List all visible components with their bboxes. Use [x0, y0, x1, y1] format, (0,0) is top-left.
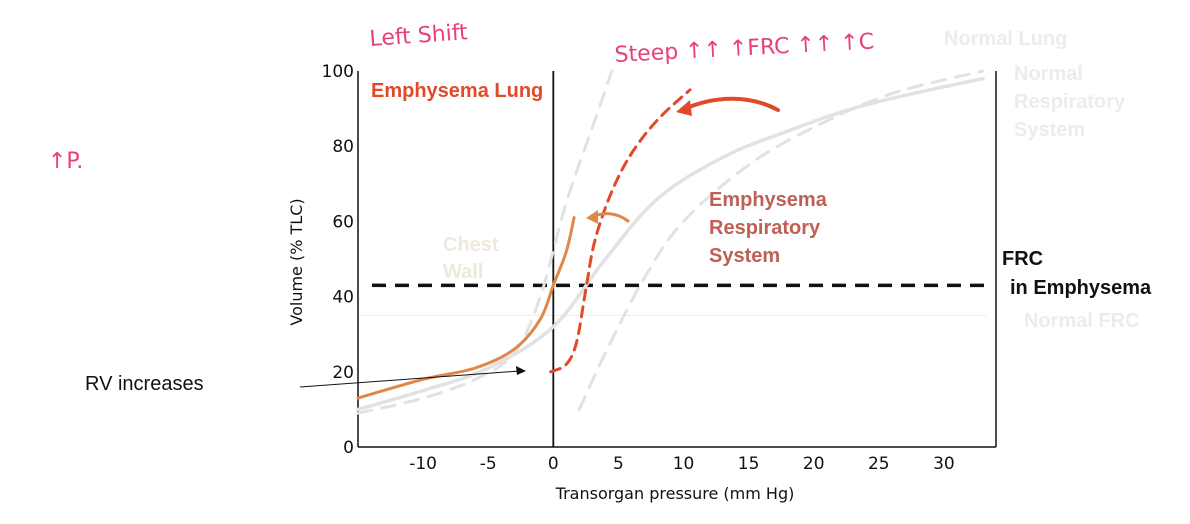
normal-frc-label: Normal FRC — [1024, 310, 1140, 332]
rv-arrow-head — [516, 366, 526, 375]
y-tick-label: 0 — [343, 438, 354, 458]
emphysema-system-label-3: System — [709, 245, 780, 267]
y-tick-label: 60 — [332, 212, 354, 232]
x-axis-label: Transorgan pressure (mm Hg) — [555, 484, 795, 503]
x-tick-label: 30 — [933, 454, 955, 474]
y-tick-label: 20 — [332, 363, 354, 383]
series-layer — [356, 69, 985, 415]
y-tick-label: 40 — [332, 288, 354, 308]
arrow-layer — [299, 96, 780, 388]
emphysema-system-label-2: Respiratory — [709, 217, 821, 239]
axis-layer: 0 20 40 60 80 100 -10 -5 0 5 10 15 20 25 30 — [322, 62, 997, 474]
rv-arrow-line — [299, 370, 521, 388]
x-tick-label: 10 — [673, 454, 695, 474]
frc-label-1: FRC — [1002, 248, 1043, 270]
y-axis-label: Volume (% TLC) — [287, 198, 306, 325]
rv-increases-label: RV increases — [85, 373, 204, 395]
side-note: ↑P. — [48, 149, 83, 174]
steep-note: Steep ↑↑ ↑FRC ↑↑ ↑C — [614, 29, 875, 68]
series-line — [356, 69, 614, 415]
x-tick-label: 25 — [868, 454, 890, 474]
frc-label-2: in Emphysema — [1010, 277, 1152, 299]
y-tick-label: 80 — [332, 137, 354, 157]
x-tick-label: -5 — [480, 454, 497, 474]
chest-wall-label-1: Chest — [443, 234, 499, 256]
chart-title: Emphysema Lung — [371, 80, 543, 102]
series-line — [356, 216, 576, 400]
normal-lung-label: Normal Lung — [944, 28, 1067, 50]
x-tick-label: 0 — [548, 454, 559, 474]
x-tick-label: -10 — [409, 454, 437, 474]
normal-system-label-3: System — [1014, 119, 1085, 141]
normal-system-label-1: Normal — [1014, 63, 1083, 85]
series-line — [549, 88, 692, 374]
series-line — [577, 69, 985, 411]
normal-system-label-2: Respiratory — [1014, 91, 1126, 113]
shift-arrow-head — [676, 100, 692, 116]
series-line — [356, 76, 985, 412]
x-tick-label: 20 — [803, 454, 825, 474]
emphysema-system-label-1: Emphysema — [709, 189, 828, 211]
x-tick-label: 15 — [738, 454, 760, 474]
shift-arrow-line — [680, 96, 780, 112]
x-tick-label: 5 — [613, 454, 624, 474]
small-arrow-head — [586, 210, 598, 224]
chest-wall-label-2: Wall — [443, 261, 483, 283]
left-shift-note: Left Shift — [369, 20, 469, 52]
y-tick-label: 100 — [322, 62, 354, 82]
